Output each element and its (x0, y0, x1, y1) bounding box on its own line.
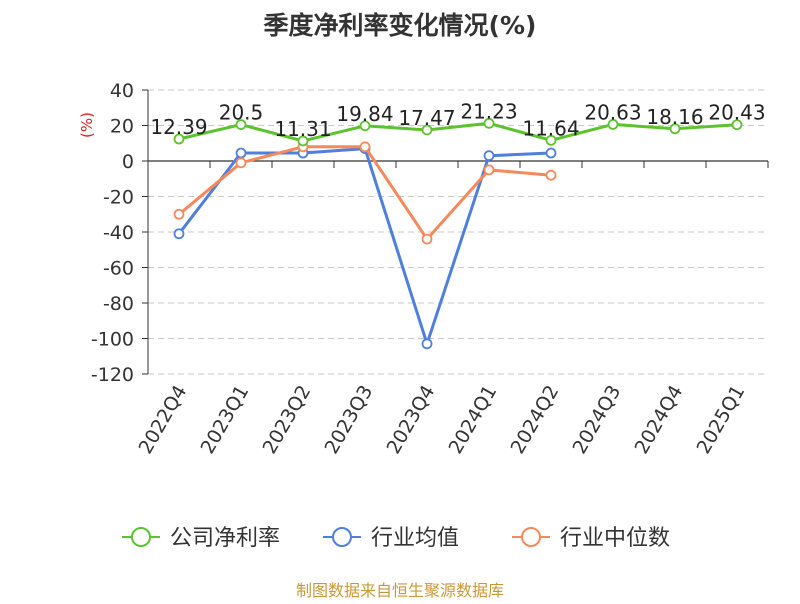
data-point (173, 208, 185, 220)
y-axis-label: (%) (78, 112, 96, 138)
legend-label: 行业均值 (371, 526, 459, 551)
legend-marker (521, 527, 541, 547)
data-point (359, 120, 371, 132)
data-point (483, 117, 495, 129)
data-point (545, 169, 557, 181)
data-point (359, 141, 371, 153)
legend-label: 行业中位数 (560, 526, 670, 551)
data-point (545, 134, 557, 146)
x-tick-label: 2025Q1 (693, 382, 750, 458)
data-label: 19.84 (336, 102, 393, 126)
x-tick-label: 2022Q4 (135, 382, 192, 458)
data-label: 11.31 (274, 117, 331, 141)
data-point (421, 233, 433, 245)
y-tick-label: -20 (103, 187, 134, 209)
data-point (731, 119, 743, 131)
data-point (421, 124, 433, 136)
x-tick-label: 2024Q2 (507, 382, 564, 458)
y-tick-label: 0 (122, 151, 134, 173)
data-point (173, 228, 185, 240)
y-tick-label: -80 (103, 293, 134, 315)
x-tick-label: 2023Q4 (383, 382, 440, 458)
x-tick-label: 2023Q2 (259, 382, 316, 458)
series-lines (173, 117, 743, 350)
data-point (483, 164, 495, 176)
series-line (177, 147, 552, 346)
source-note: 制图数据来自恒生聚源数据库 (296, 581, 504, 600)
y-tick-label: 20 (110, 116, 134, 138)
data-point (607, 118, 619, 130)
data-label: 21.23 (460, 99, 517, 123)
x-tick-label: 2023Q1 (197, 382, 254, 458)
data-label: 17.47 (398, 106, 455, 130)
legend-marker (131, 527, 151, 547)
series-line (178, 121, 738, 143)
x-tick-label: 2023Q3 (321, 382, 378, 458)
y-tick-label: -40 (103, 222, 134, 244)
data-label: 20.43 (708, 101, 765, 125)
data-point (235, 119, 247, 131)
data-point (421, 338, 433, 350)
data-point (669, 123, 681, 135)
data-point (545, 147, 557, 159)
x-tick-label: 2024Q3 (569, 382, 626, 458)
data-label: 11.64 (522, 116, 579, 140)
x-tick-label: 2024Q1 (445, 382, 502, 458)
x-tick-label: 2024Q4 (631, 382, 688, 458)
data-label: 20.5 (219, 101, 264, 125)
data-point (173, 133, 185, 145)
data-point (297, 135, 309, 147)
data-label: 20.63 (584, 100, 641, 124)
data-point (483, 150, 495, 162)
data-point (235, 157, 247, 169)
data-label: 12.39 (150, 115, 207, 139)
data-point (235, 147, 247, 159)
y-tick-label: -60 (103, 258, 134, 280)
legend-label: 公司净利率 (170, 526, 280, 551)
legend: 公司净利率 行业均值 行业中位数 (122, 526, 670, 551)
y-tick-label: 40 (110, 80, 134, 102)
y-tick-label: -100 (91, 329, 134, 351)
y-tick-label: -120 (91, 364, 134, 386)
legend-marker (332, 527, 352, 547)
chart-title: 季度净利率变化情况(%) (264, 11, 537, 40)
data-label: 18.16 (646, 105, 703, 129)
